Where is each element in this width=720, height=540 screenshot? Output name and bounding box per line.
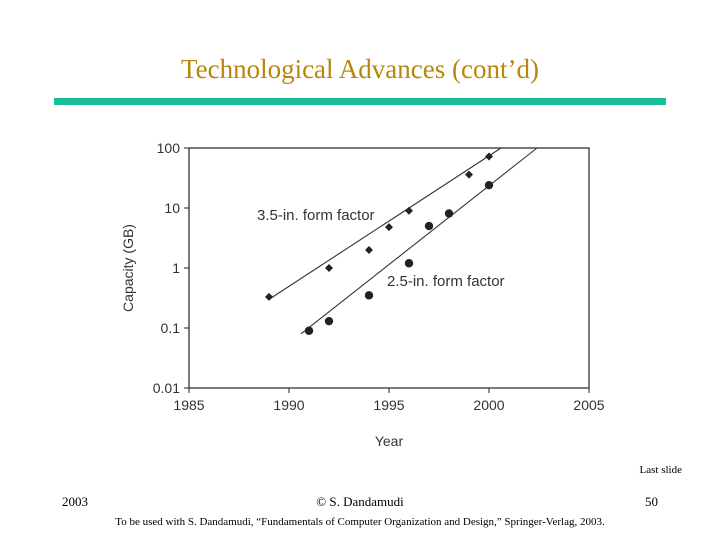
point-s0-5 — [465, 170, 473, 179]
point-s1-4 — [424, 221, 434, 231]
point-s1-5 — [444, 209, 454, 218]
point-s0-4 — [405, 206, 413, 215]
x-tick-label-1995: 1995 — [373, 397, 404, 413]
footer-year: 2003 — [62, 494, 88, 509]
x-tick-label-2005: 2005 — [573, 397, 604, 413]
y-tick-label-0: 0.01 — [153, 380, 180, 396]
y-tick-label-3: 10 — [164, 200, 180, 216]
point-s0-1 — [325, 264, 333, 272]
point-s1-1 — [324, 316, 334, 326]
series-label-2-5-in: 2.5-in. form factor — [387, 273, 505, 290]
series-label-3-5-in: 3.5-in. form factor — [257, 207, 375, 224]
point-s0-6 — [485, 152, 493, 161]
chart-axes: 1985 1990 1995 2000 2005 0.01 0.1 1 10 100 — [153, 140, 605, 413]
slide-title: Technological Advances (cont’d) — [181, 54, 539, 84]
last-slide-link[interactable]: Last slide — [639, 464, 682, 476]
capacity-chart: 1985 1990 1995 2000 2005 0.01 0.1 1 10 100 Year C… — [120, 140, 605, 449]
plot-frame — [188, 147, 590, 389]
data-marks — [265, 152, 494, 335]
point-s1-3 — [404, 259, 414, 268]
y-tick-label-4: 100 — [157, 140, 181, 156]
x-tick-label-1985: 1985 — [173, 397, 204, 413]
point-s1-2 — [364, 291, 374, 300]
trend-line-1 — [300, 147, 538, 335]
y-tick-label-1: 0.1 — [161, 320, 181, 336]
point-s0-0 — [265, 292, 273, 301]
title-divider — [54, 98, 666, 105]
x-tick-label-2000: 2000 — [473, 397, 504, 413]
point-s0-2 — [365, 245, 373, 254]
footer-citation: To be used with S. Dandamudi, “Fundament… — [115, 516, 605, 528]
x-axis-label: Year — [375, 433, 404, 449]
y-tick-label-2: 1 — [172, 260, 180, 276]
footer-page-number: 50 — [645, 494, 658, 509]
point-s1-6 — [484, 180, 494, 190]
y-axis-label: Capacity (GB) — [120, 224, 136, 312]
point-s1-0 — [304, 326, 314, 335]
footer-author: © S. Dandamudi — [316, 494, 404, 509]
trend-line-0 — [268, 147, 502, 300]
point-s0-3 — [385, 223, 393, 232]
x-tick-label-1990: 1990 — [273, 397, 304, 413]
trend-lines — [268, 147, 538, 335]
